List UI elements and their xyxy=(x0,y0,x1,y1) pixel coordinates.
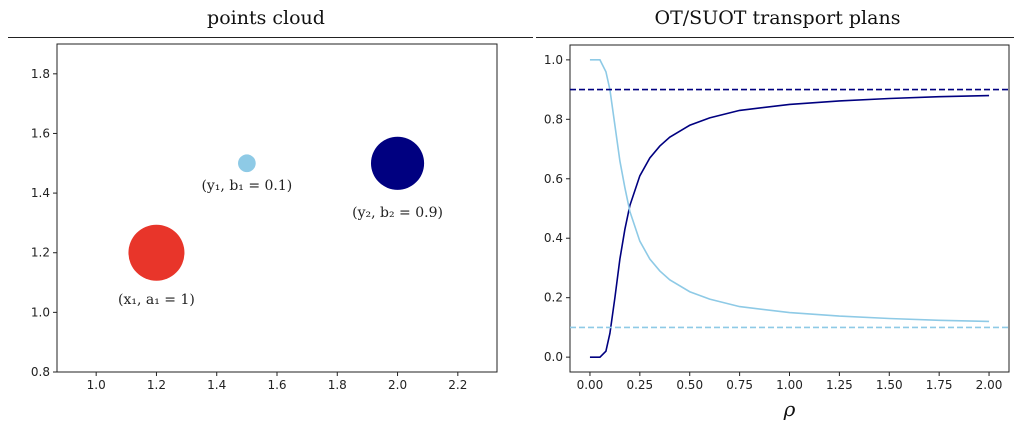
points-x-tick-label: 1.8 xyxy=(328,378,347,392)
transport-x-tick-label: 2.00 xyxy=(976,378,1003,392)
points-x-tick-label: 1.6 xyxy=(267,378,286,392)
point-annotation-2: (y₁, b₁ = 0.1) xyxy=(201,178,292,194)
right-panel-title: OT/SUOT transport plans xyxy=(654,7,901,29)
points-x-tick-label: 1.0 xyxy=(87,378,106,392)
transport-x-tick-label: 0.00 xyxy=(577,378,604,392)
transport-series-line-2 xyxy=(589,59,990,323)
transport-series-line-1 xyxy=(589,94,990,358)
transport-x-tick-label: 1.00 xyxy=(776,378,803,392)
points-y-tick-label: 1.0 xyxy=(31,305,50,319)
points-y-tick-label: 1.6 xyxy=(31,126,50,140)
points-cloud-chart: 1.0 1.2 1.4 1.6 1.8 2.0 2.2 0.8 1.0 1.2 1.4 1.6 1.8 (… xyxy=(31,43,498,392)
transport-x-tick-label: 1.75 xyxy=(926,378,953,392)
points-y-tick-label: 1.4 xyxy=(31,186,50,200)
points-x-tick-label: 1.4 xyxy=(207,378,226,392)
right-title-rule xyxy=(536,37,1014,38)
transport-y-tick-label: 1.0 xyxy=(544,53,563,67)
points-x-tick-label: 1.2 xyxy=(147,378,166,392)
transport-x-tick-label: 0.25 xyxy=(626,378,653,392)
transport-x-tick-label: 1.50 xyxy=(876,378,903,392)
transport-x-tick-label: 0.75 xyxy=(726,378,753,392)
transport-y-tick-label: 0.4 xyxy=(544,231,563,245)
point-marker-1 xyxy=(128,224,185,281)
transport-x-axis-label: ρ xyxy=(783,397,796,421)
points-y-tick-label: 1.8 xyxy=(31,67,50,81)
points-y-tick-label: 0.8 xyxy=(31,365,50,379)
transport-x-tick-label: 0.50 xyxy=(676,378,703,392)
point-marker-2 xyxy=(238,154,256,173)
point-marker-3 xyxy=(370,136,425,190)
transport-y-tick-label: 0.0 xyxy=(544,350,563,364)
transport-x-tick-label: 1.25 xyxy=(826,378,853,392)
transport-y-tick-label: 0.8 xyxy=(544,112,563,126)
transport-plot-frame xyxy=(569,44,1010,373)
point-annotation-3: (y₂, b₂ = 0.9) xyxy=(352,205,443,221)
transport-y-tick-label: 0.2 xyxy=(544,291,563,305)
points-y-tick-label: 1.2 xyxy=(31,246,50,260)
point-annotation-1: (x₁, a₁ = 1) xyxy=(118,292,195,308)
left-title-rule xyxy=(8,37,533,38)
points-x-tick-label: 2.2 xyxy=(448,378,467,392)
points-x-tick-label: 2.0 xyxy=(388,378,407,392)
transport-y-tick-label: 0.6 xyxy=(544,172,563,186)
left-panel-title: points cloud xyxy=(207,7,325,29)
